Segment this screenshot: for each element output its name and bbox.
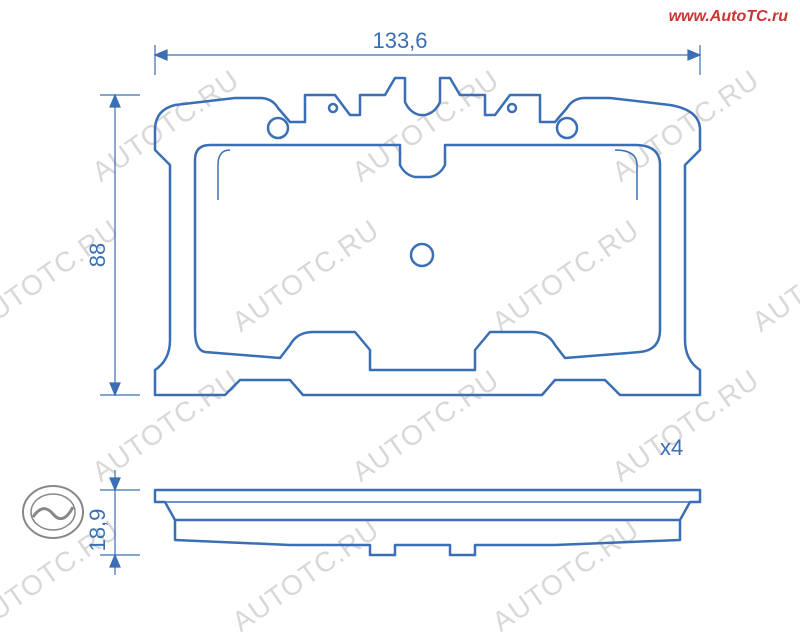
qty-label: x4 <box>660 435 683 460</box>
diagram-canvas: 133,6 88 18,9 x4 <box>0 0 800 600</box>
dim-thickness-label: 18,9 <box>85 509 110 552</box>
brand-logo <box>18 482 88 542</box>
dim-height-label: 88 <box>85 243 110 267</box>
brake-pad-front <box>155 78 700 395</box>
dim-width-label: 133,6 <box>372 28 427 53</box>
dimension-lines: 133,6 88 18,9 x4 <box>85 28 700 575</box>
brake-pad-side <box>155 490 700 555</box>
